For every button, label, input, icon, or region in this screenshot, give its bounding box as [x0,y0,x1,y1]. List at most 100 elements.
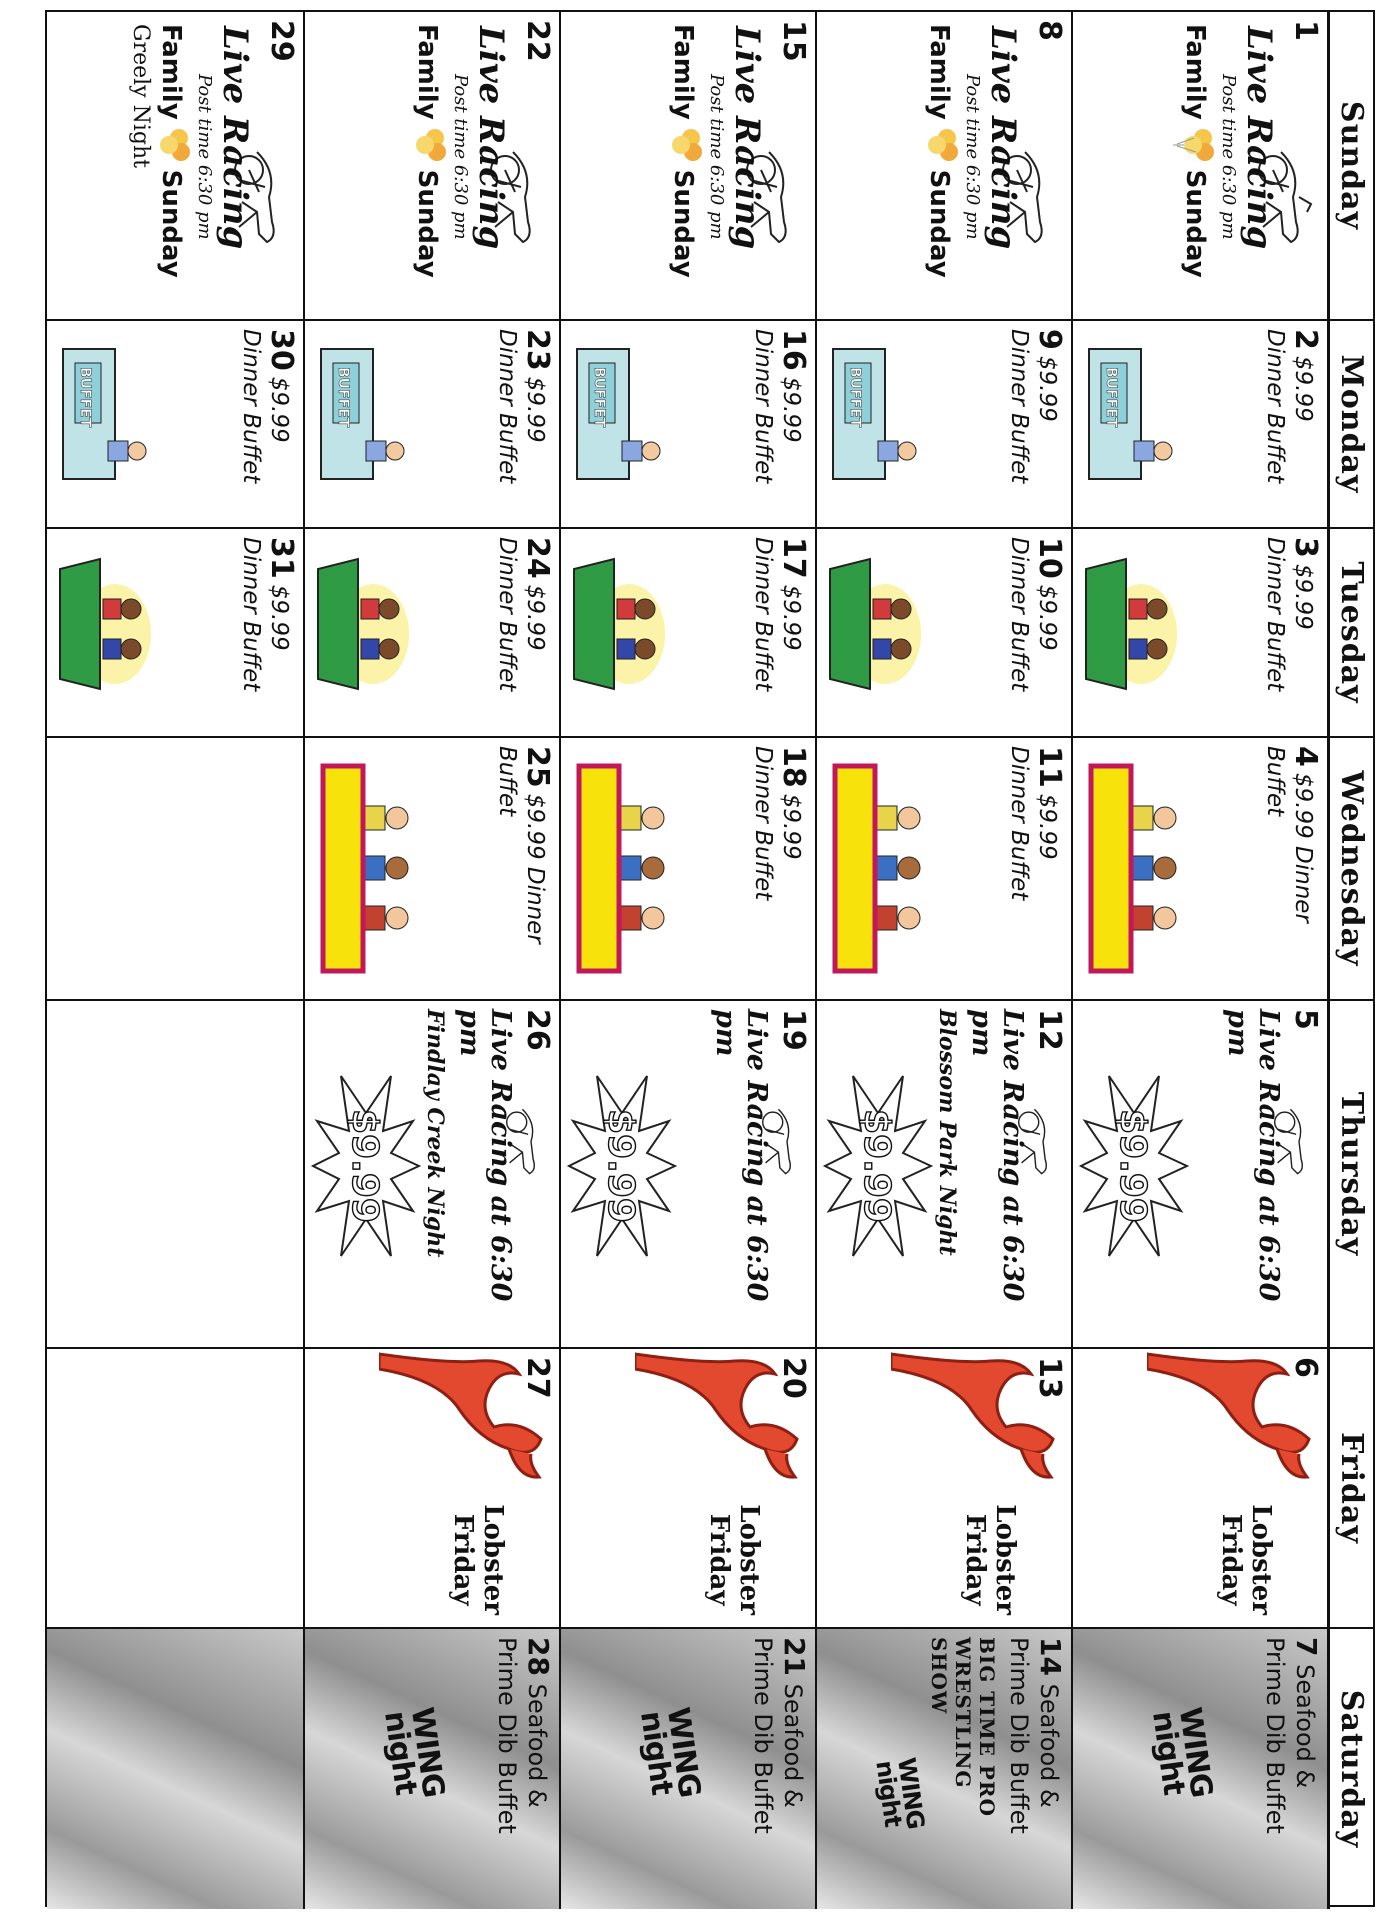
prime-label: Prime Dib Buffet [493,1637,522,1834]
greely-night: Greely Night [128,24,153,168]
buffet-counter-icon: BUFFET [1088,348,1173,480]
lobster-icon [635,1352,799,1479]
day-number: 26 [520,1009,555,1051]
day-number: 1 [1288,20,1323,41]
buffet-counter-icon: BUFFET [320,348,405,480]
event-label: Dinner Buffet [238,329,264,484]
day-cell-9: 9 $9.99 Dinner Buffet BUFFET [815,321,1071,529]
event-label: Dinner Buffet [750,329,776,484]
sunday-label: Sunday [668,169,698,278]
calendar-grid: Sunday Monday Tuesday Wednesday Thursday… [45,10,1375,1909]
price-burst-icon: $9.99 [567,1075,677,1257]
harness-racing-icon [1274,1108,1304,1175]
harness-racing-icon [234,151,275,244]
price: $9.99 [522,584,548,651]
wing-night-logo: WING night [871,1756,930,1833]
empty-cell [47,738,303,1001]
day-number: 16 [776,329,811,371]
day-number: 12 [1032,1009,1067,1051]
live-racing-title: Live Racing [471,26,511,250]
price: $9.99 [1034,793,1060,860]
day-cell-23: 23 $9.99 Dinner Buffet BUFFET [303,321,559,529]
day-cell-11: 11 $9.99 Dinner Buffet [815,738,1071,1001]
burst-price-label: $9.99 [1112,1109,1153,1223]
day-cell-7: 7 Seafood & Prime Dib Buffet WING night [1071,1629,1327,1909]
day-cell-24: 24 $9.99 Dinner Buffet [303,529,559,738]
bigtime-line-2: WRESTLING [950,1637,975,1789]
big-time-wrestling: BIG TIME PRO WRESTLING SHOW [927,1637,999,1901]
post-time: Post time 6:30 pm [706,74,727,240]
price: $9.99 [1290,355,1316,422]
svg-text:BUFFET: BUFFET [335,367,351,428]
day-cell-13: 13 Lobster Friday [815,1349,1071,1629]
day-cell-4: 4 $9.99 Dinner Buffet [1071,738,1327,1001]
day-number: 22 [520,20,555,62]
seafood-label: Seafood & [1291,1664,1319,1789]
post-time: Post time 6:30 pm [962,74,983,240]
buffet-counter-icon: BUFFET [62,348,147,480]
sunday-label: Sunday [924,169,954,278]
prime-label: Prime Dib Buffet [1005,1637,1034,1834]
price: $9.99 [266,584,292,651]
day-number: 17 [776,537,811,579]
price: $9.99 [1290,563,1316,630]
header-friday: Friday [1327,1349,1373,1629]
day-number: 3 [1288,537,1323,558]
day-cell-18: 18 $9.99 Dinner Buffet [559,738,815,1001]
day-number: 28 [522,1637,555,1676]
empty-cell [47,1001,303,1349]
price: $9.99 [778,793,804,860]
family-label: Family [924,24,954,120]
live-racing-title: Live Racing [215,26,255,250]
kids-dinner-table-icon [320,763,409,974]
svg-text:BUFFET: BUFFET [77,367,93,428]
header-thursday: Thursday [1327,1001,1373,1349]
day-cell-20: 20 Lobster Friday [559,1349,815,1629]
svg-text:BUFFET: BUFFET [1103,367,1119,428]
day-number: 10 [1032,537,1067,579]
day-cell-22: 22 Live Racing Post time 6:30 pm Family … [303,12,559,321]
lobster-friday-label: Lobster Friday [1215,1504,1276,1615]
price: $9.99 [1034,355,1060,422]
balloons-icon [160,128,190,161]
day-number: 30 [264,329,299,371]
buffet-servers-icon [1085,557,1177,691]
day-cell-10: 10 $9.99 Dinner Buffet [815,529,1071,738]
day-number: 2 [1288,329,1323,350]
wing-night-logo: WING night [633,1705,707,1803]
day-cell-2: 2 $9.99 Dinner Buffet BUFFET [1071,321,1327,529]
day-cell-29: 29 Live Racing Post time 6:30 pm Family … [47,12,303,321]
price-burst-icon: $9.99 [823,1075,933,1257]
day-cell-26: 26 Live Racing at 6:30 pm Findlay Creek … [303,1001,559,1349]
day-number: 31 [264,537,299,579]
svg-text:BUFFET: BUFFET [591,367,607,428]
balloons-icon [928,128,958,161]
price: $9.99 Dinner [1290,772,1316,923]
day-cell-31: 31 $9.99 Dinner Buffet [47,529,303,738]
event-label: Dinner Buffet [1006,746,1032,901]
lobster-friday-label: Lobster Friday [959,1504,1020,1615]
harness-racing-icon [762,1108,792,1175]
day-cell-3: 3 $9.99 Dinner Buffet [1071,529,1327,738]
balloons-icon [1173,128,1214,161]
price: $9.99 [266,376,292,443]
event-label: Buffet [1262,746,1288,817]
harness-racing-icon [1258,151,1313,244]
saturday-text: 21 Seafood & Prime Dib Buffet [749,1637,811,1901]
day-number: 4 [1288,746,1323,767]
day-number: 15 [776,20,811,62]
lobster-word: Lobster [734,1504,764,1615]
balloons-icon [416,128,446,161]
family-sunday: Family Sunday [149,24,193,278]
burst-price-label: $9.99 [344,1109,385,1223]
day-cell-5: 5 Live Racing at 6:30 pm $9.99 [1071,1001,1327,1349]
lobster-word: Lobster [1246,1504,1276,1615]
header-monday: Monday [1327,321,1373,529]
seafood-label: Seafood & [779,1683,807,1808]
price: $9.99 [778,376,804,443]
post-time: Post time 6:30 pm [450,74,471,240]
price: $9.99 [522,376,548,443]
lobster-friday-label: Lobster Friday [447,1504,508,1615]
seafood-label: Seafood & [1035,1683,1063,1808]
saturday-text: 7 Seafood & Prime Dib Buffet [1261,1637,1323,1901]
